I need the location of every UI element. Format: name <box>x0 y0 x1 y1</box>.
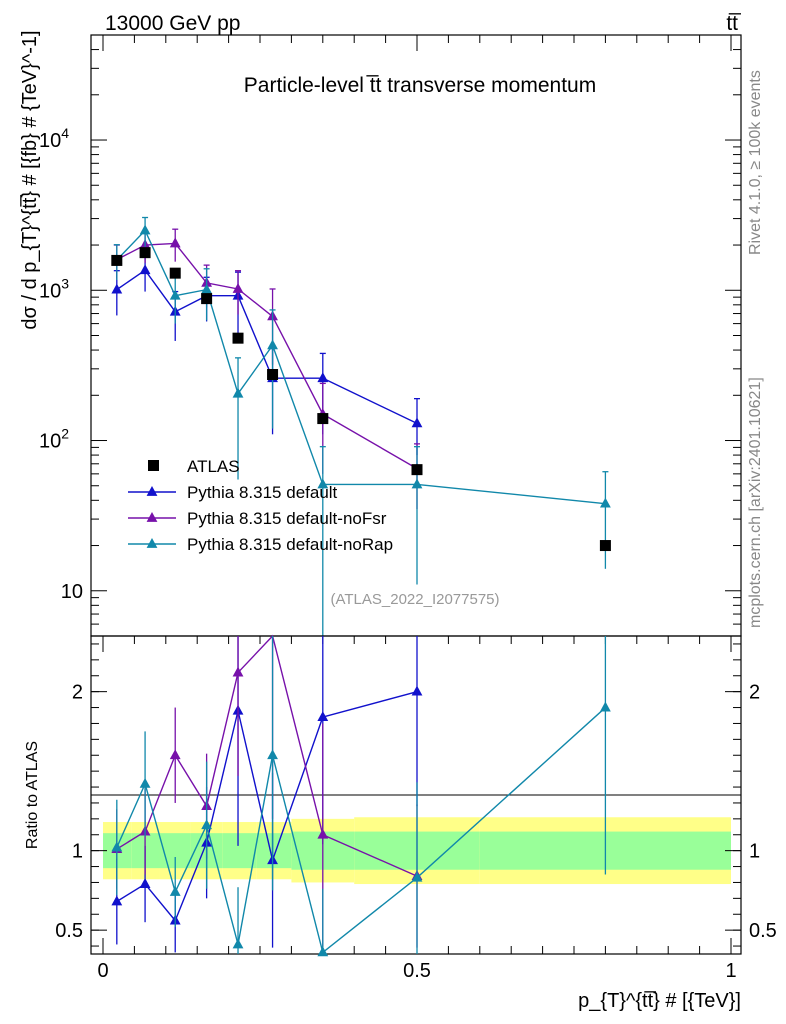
ratio-series-line <box>116 634 418 877</box>
ratio-series-marker <box>317 946 329 957</box>
series-group <box>111 216 611 636</box>
series-marker <box>111 283 123 294</box>
series-marker <box>169 237 181 248</box>
ratio-tick-label-left: 2 <box>72 682 83 704</box>
atlas-data-point <box>111 254 123 266</box>
ratio-series-marker <box>317 711 329 721</box>
ratio-series-marker <box>111 841 123 852</box>
ratio-series-marker <box>169 885 181 896</box>
atlas-data-point <box>169 267 181 279</box>
series-marker <box>411 478 423 489</box>
rivet-version-label: Rivet 4.1.0, ≥ 100k events <box>747 70 764 255</box>
series-marker <box>600 497 611 508</box>
ratio-series-marker <box>411 685 423 696</box>
ratio-series-marker <box>201 819 213 830</box>
main-panel: 10 102 103 104 Particle-level t̅t transvers… <box>19 30 742 637</box>
ratio-y-axis-label: Ratio to ATLAS <box>24 741 41 849</box>
analysis-tag: (ATLAS_2022_I2077575) <box>330 591 499 608</box>
series-marker <box>139 264 151 275</box>
ratio-series-marker <box>139 878 151 888</box>
x-tick-label: 0 <box>97 960 108 982</box>
series-marker <box>169 289 181 300</box>
atlas-data-point <box>411 464 423 476</box>
ratio-series-marker <box>411 871 423 882</box>
series-marker <box>232 387 244 398</box>
ratio-panel: 0.5 0.5 1 1 2 2 0 0.5 1 Ratio to ATLAS <box>24 35 777 982</box>
series-marker <box>201 283 213 294</box>
ratio-series-marker <box>232 666 244 677</box>
legend-label: Pythia 8.315 default-noFsr <box>187 509 387 528</box>
atlas-data-point <box>317 413 329 425</box>
ratio-tick-label-left: 1 <box>72 841 83 863</box>
ratio-tick-label-right: 2 <box>749 682 760 704</box>
y-tick-label: 104 <box>39 125 69 152</box>
series-marker <box>232 282 244 293</box>
x-axis-label: p_{T}^{tt̅} # [{TeV}] <box>578 990 741 1012</box>
legend-label: ATLAS <box>187 457 240 476</box>
atlas-data-point <box>139 247 151 259</box>
y-tick-label: 103 <box>39 275 69 302</box>
x-tick-label: 0.5 <box>403 960 431 982</box>
series-marker <box>139 224 151 235</box>
mcplots-source-label: mcplots.cern.ch [arXiv:2401.10621] <box>747 377 764 628</box>
ratio-tick-label-right: 1 <box>749 841 760 863</box>
y-tick-label: 10 <box>61 581 83 603</box>
ratio-series-group <box>111 636 423 953</box>
legend-atlas-marker <box>148 460 159 471</box>
y-tick-label: 102 <box>39 426 69 453</box>
y-axis-label: dσ / d p_{T}^{tt̅} # [{fb} # {TeV}^-1] <box>19 30 41 329</box>
series-marker <box>317 372 329 383</box>
ratio-series-marker <box>267 749 278 760</box>
series-line <box>116 269 418 425</box>
atlas-data-point <box>599 540 611 552</box>
ratio-series-line <box>116 690 418 922</box>
atlas-data-point <box>267 369 279 381</box>
atlas-data-point <box>201 293 213 305</box>
ratio-series-marker <box>600 701 611 712</box>
x-tick-label: 1 <box>725 960 736 982</box>
series-marker <box>411 417 423 428</box>
series-group <box>111 253 423 456</box>
atlas-data-point <box>232 332 244 344</box>
legend-label: Pythia 8.315 default-noRap <box>187 535 393 554</box>
main-title: Particle-level t̅t transverse momentum <box>244 74 596 97</box>
ratio-series-marker <box>111 895 123 906</box>
series-marker <box>317 478 329 489</box>
ratio-tick-label-left: 0.5 <box>55 920 83 942</box>
legend-marker <box>146 538 158 548</box>
ratio-series-marker <box>317 828 329 839</box>
ratio-series-group <box>111 636 611 957</box>
ratio-series-marker <box>169 749 181 760</box>
legend-label: Pythia 8.315 default <box>187 483 338 502</box>
header-left-label: 13000 GeV pp <box>105 12 240 35</box>
legend-marker <box>146 512 158 522</box>
series-line <box>116 242 418 470</box>
ratio-band-inner <box>222 833 257 869</box>
ratio-frame <box>90 635 742 955</box>
series-marker <box>267 339 278 350</box>
header-right-label: tt̅ <box>726 12 742 35</box>
legend-marker <box>146 486 158 496</box>
ratio-tick-label-right: 0.5 <box>749 920 777 942</box>
ratio-series-marker <box>139 777 151 788</box>
ratio-series-marker <box>232 938 244 949</box>
